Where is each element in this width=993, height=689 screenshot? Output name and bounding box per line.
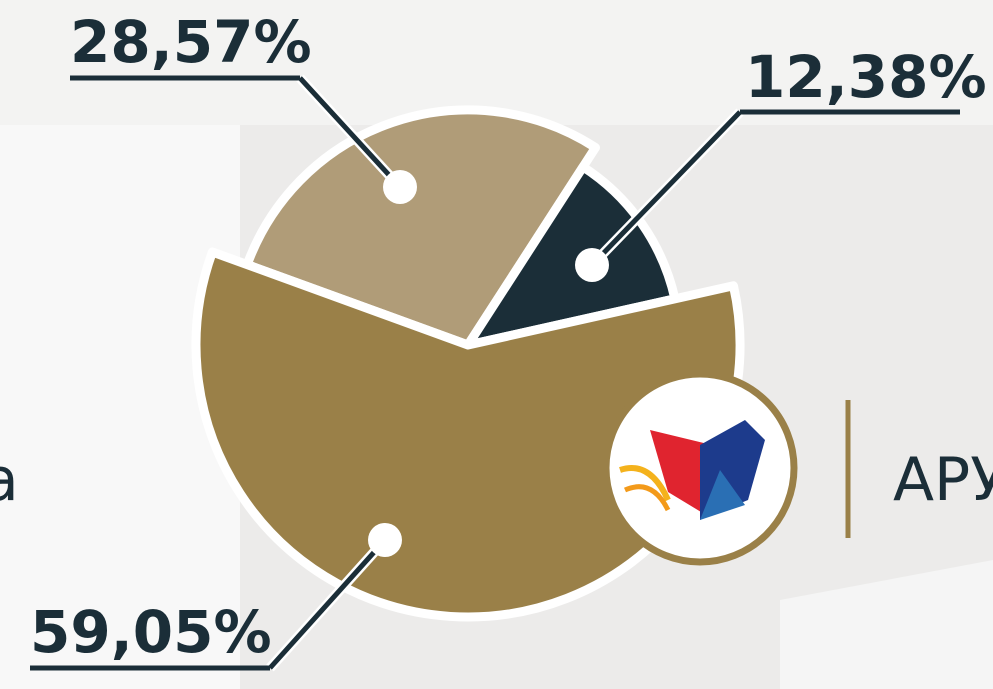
value-label: 28,57%	[70, 8, 312, 76]
dot	[575, 248, 609, 282]
value-label: 59,05%	[30, 598, 272, 666]
dot	[383, 170, 417, 204]
brand-text: АРУ	[893, 445, 993, 515]
top-band	[0, 0, 993, 125]
corner-shape	[780, 560, 993, 689]
pie-slice	[242, 105, 600, 350]
value-label: 12,38%	[745, 43, 987, 111]
leader	[298, 76, 402, 189]
pie-slice	[463, 162, 680, 350]
leader	[268, 538, 387, 670]
cut-text: а	[0, 445, 19, 515]
logo	[619, 420, 765, 520]
dot	[368, 523, 402, 557]
pie	[191, 105, 745, 622]
leader	[590, 110, 742, 267]
